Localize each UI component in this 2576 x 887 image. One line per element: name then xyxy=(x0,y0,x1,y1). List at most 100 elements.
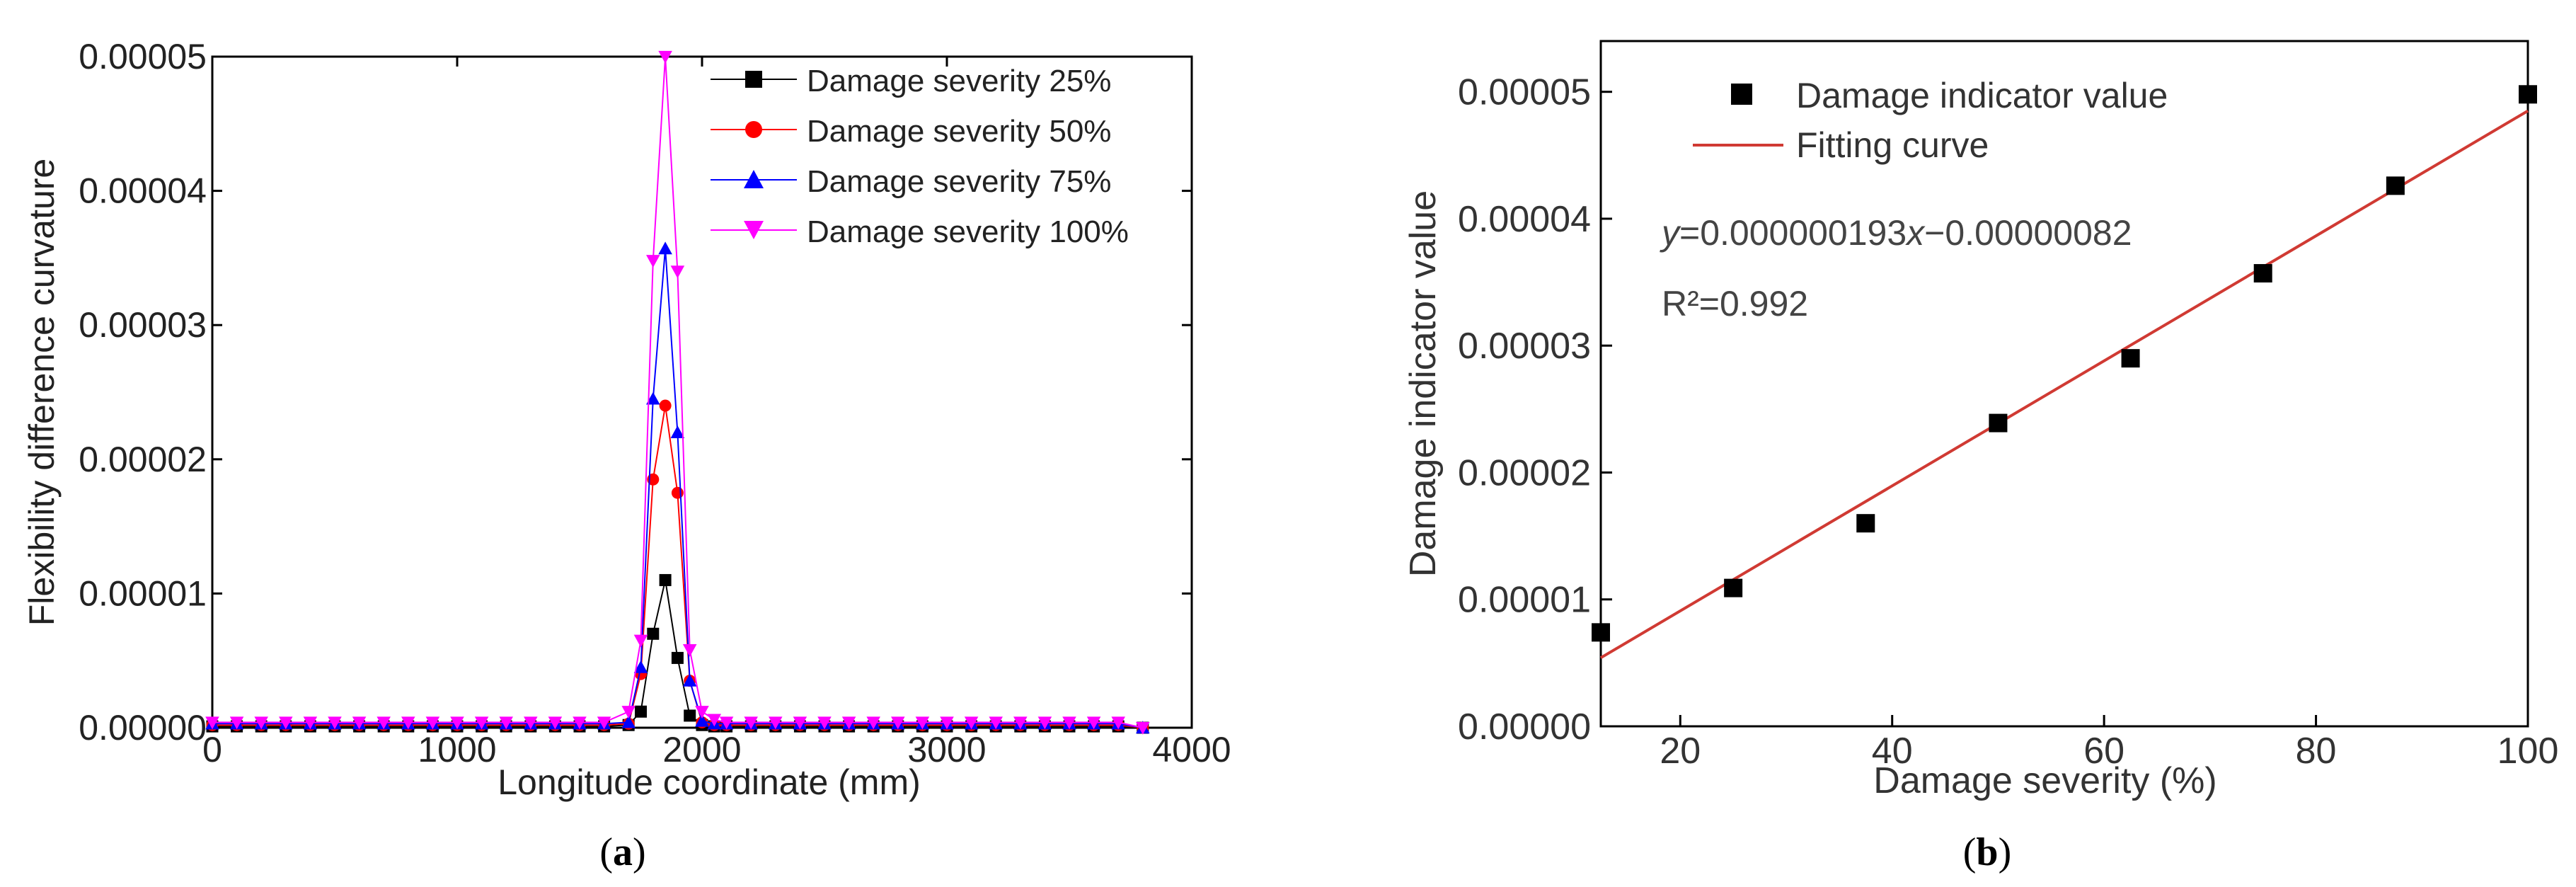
panel-a-chart: 0.00000 0.00001 0.00002 0.00003 0.00004 0.000… xyxy=(22,37,1231,874)
data-point xyxy=(548,716,563,730)
panel-a-x-axis-label: Longitude coordinate (mm) xyxy=(498,762,921,802)
legend-marker-square xyxy=(745,71,762,88)
data-point xyxy=(2386,176,2405,195)
data-point xyxy=(254,716,268,730)
y-tick-label: 0.00002 xyxy=(1458,452,1591,493)
legend-marker-circle xyxy=(745,121,762,138)
panel-a-plot-area xyxy=(211,55,1193,729)
data-point xyxy=(989,716,1003,730)
panel-a-legend: Damage severity 25% Damage severity 50% … xyxy=(711,64,1129,249)
data-point xyxy=(597,716,611,730)
data-point xyxy=(352,716,367,730)
data-point xyxy=(425,716,440,730)
data-point xyxy=(695,714,709,727)
data-point xyxy=(401,716,415,730)
data-point xyxy=(769,716,783,730)
x-tick-label: 3000 xyxy=(907,730,986,769)
y-tick-label: 0.00003 xyxy=(1458,326,1591,367)
data-point xyxy=(1013,716,1028,730)
y-tick-label: 0.00004 xyxy=(1458,199,1591,240)
legend-label-100: Damage severity 100% xyxy=(807,214,1129,249)
legend-label-75: Damage severity 75% xyxy=(807,164,1111,199)
y-tick-label: 0.00001 xyxy=(79,573,207,613)
data-point xyxy=(719,716,734,730)
data-point xyxy=(964,716,979,730)
y-tick-label: 0.00005 xyxy=(79,37,207,76)
data-point xyxy=(2253,264,2272,283)
data-point xyxy=(1136,721,1150,735)
data-point xyxy=(744,716,758,730)
x-tick-label: 60 xyxy=(2083,731,2124,772)
x-tick-label: 40 xyxy=(1872,731,1913,772)
x-tick-label: 0 xyxy=(202,730,222,769)
data-point xyxy=(635,705,647,718)
legend-marker-triangle-down xyxy=(744,221,764,239)
data-point xyxy=(499,716,513,730)
data-point xyxy=(303,716,318,730)
data-point xyxy=(524,716,538,730)
panel-a-y-axis: 0.00000 0.00001 0.00002 0.00003 0.00004 0.000… xyxy=(79,37,1192,748)
data-point xyxy=(621,715,636,728)
data-point xyxy=(684,709,696,722)
data-point xyxy=(1062,716,1076,730)
data-point xyxy=(1724,578,1743,597)
data-point xyxy=(658,50,672,64)
x-tick-label: 1000 xyxy=(418,730,496,769)
panel-a-x-axis: 0 1000 2000 3000 4000 xyxy=(202,57,1231,769)
data-point xyxy=(1111,716,1125,730)
panel-a-y-axis-label: Flexibility difference curvature xyxy=(22,159,62,626)
data-point xyxy=(647,627,660,640)
series-4 xyxy=(205,50,1150,735)
legend-entry-fit: Fitting curve xyxy=(1693,125,1989,165)
data-point xyxy=(793,716,807,730)
x-tick-label: 80 xyxy=(2296,731,2337,772)
data-point xyxy=(646,391,660,405)
legend-label-indicator: Damage indicator value xyxy=(1796,76,2168,115)
x-tick-label: 100 xyxy=(2497,731,2559,772)
legend-entry-25: Damage severity 25% xyxy=(711,64,1111,98)
data-point xyxy=(658,241,672,255)
data-point xyxy=(841,716,856,730)
data-point xyxy=(2519,85,2537,104)
data-point xyxy=(940,716,954,730)
data-point xyxy=(328,716,342,730)
data-point xyxy=(633,634,648,648)
fitting-curve xyxy=(1599,109,2529,659)
data-point xyxy=(2121,349,2140,368)
legend-entry-50: Damage severity 50% xyxy=(711,114,1111,149)
x-tick-label: 20 xyxy=(1660,731,1701,772)
data-point xyxy=(1989,413,2008,433)
data-point xyxy=(707,714,722,727)
data-point xyxy=(1086,716,1101,730)
data-point xyxy=(633,660,648,673)
y-tick-label: 0.00002 xyxy=(79,440,207,479)
data-point xyxy=(621,706,636,719)
data-point xyxy=(450,716,464,730)
panel-b-legend: Damage indicator value Fitting curve xyxy=(1693,76,2168,165)
legend-entry-75: Damage severity 75% xyxy=(711,164,1111,199)
data-point xyxy=(670,425,685,438)
data-point xyxy=(573,716,587,730)
data-point xyxy=(682,673,697,687)
panel-a-series-group xyxy=(205,50,1150,735)
r-squared: R²=0.992 xyxy=(1662,284,1808,324)
data-point xyxy=(670,265,685,279)
data-point xyxy=(915,716,930,730)
y-tick-label: 0.00003 xyxy=(79,305,207,345)
panel-b-caption: (b) xyxy=(1963,830,2011,874)
data-point xyxy=(682,643,697,657)
data-point xyxy=(671,651,684,664)
panel-b-x-axis-label: Damage severity (%) xyxy=(1873,760,2216,801)
y-tick-label: 0.00000 xyxy=(79,708,207,748)
fit-equation: y=0.000000193x−0.00000082 xyxy=(1660,213,2132,253)
data-point xyxy=(205,716,219,730)
data-point xyxy=(1856,514,1875,533)
data-point xyxy=(695,706,709,719)
data-point xyxy=(279,716,293,730)
y-tick-label: 0.00001 xyxy=(1458,580,1591,621)
legend-entry-100: Damage severity 100% xyxy=(711,214,1129,249)
data-point xyxy=(229,716,244,730)
data-point xyxy=(659,573,672,586)
legend-label-25: Damage severity 25% xyxy=(807,64,1111,98)
x-tick-label: 2000 xyxy=(662,730,741,769)
